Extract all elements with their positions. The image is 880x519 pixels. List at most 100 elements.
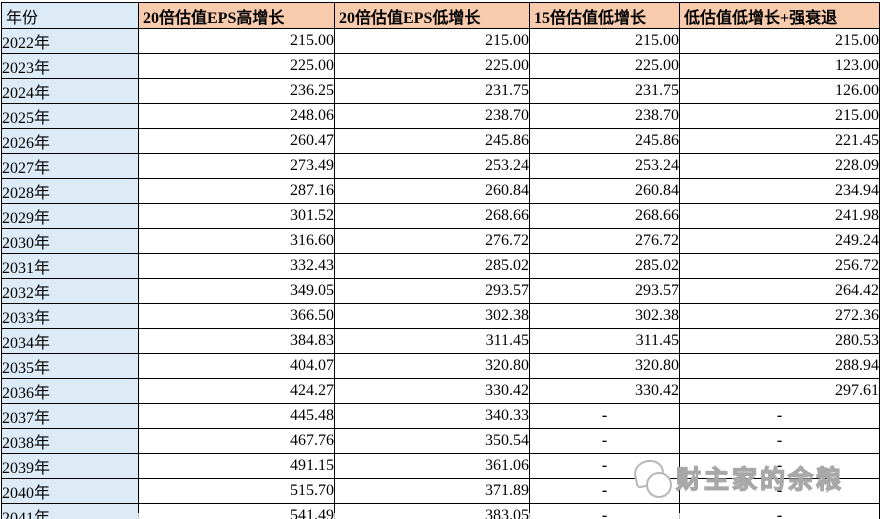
- value-cell[interactable]: 276.72: [529, 228, 680, 254]
- value-cell[interactable]: -: [529, 503, 680, 519]
- year-cell[interactable]: 2034年: [1, 328, 139, 354]
- value-cell[interactable]: 272.36: [679, 303, 880, 329]
- value-cell[interactable]: 234.94: [679, 178, 880, 204]
- value-cell[interactable]: 236.25: [138, 78, 335, 104]
- value-cell[interactable]: 371.89: [334, 478, 530, 504]
- year-cell[interactable]: 2031年: [1, 253, 139, 279]
- value-cell[interactable]: 541.49: [138, 503, 335, 519]
- year-cell[interactable]: 2032年: [1, 278, 139, 304]
- year-cell[interactable]: 2041年: [1, 503, 139, 519]
- value-cell[interactable]: 301.52: [138, 203, 335, 229]
- value-cell[interactable]: 241.98: [679, 203, 880, 229]
- value-cell[interactable]: 268.66: [529, 203, 680, 229]
- value-cell[interactable]: 293.57: [334, 278, 530, 304]
- value-cell[interactable]: 273.49: [138, 153, 335, 179]
- value-cell[interactable]: 287.16: [138, 178, 335, 204]
- value-cell[interactable]: 228.09: [679, 153, 880, 179]
- year-cell[interactable]: 2038年: [1, 428, 139, 454]
- value-cell[interactable]: 260.84: [529, 178, 680, 204]
- value-cell[interactable]: 215.00: [334, 28, 530, 54]
- value-cell[interactable]: 285.02: [529, 253, 680, 279]
- year-cell[interactable]: 2027年: [1, 153, 139, 179]
- value-cell[interactable]: 361.06: [334, 453, 530, 479]
- value-cell[interactable]: -: [679, 453, 880, 479]
- value-cell[interactable]: 253.24: [334, 153, 530, 179]
- value-cell[interactable]: 264.42: [679, 278, 880, 304]
- year-cell[interactable]: 2037年: [1, 403, 139, 429]
- value-cell[interactable]: 311.45: [334, 328, 530, 354]
- value-cell[interactable]: 231.75: [334, 78, 530, 104]
- value-cell[interactable]: 404.07: [138, 353, 335, 379]
- value-cell[interactable]: 311.45: [529, 328, 680, 354]
- column-header-low-valuation-recession[interactable]: 低估值低增长+强衰退: [679, 2, 880, 29]
- value-cell[interactable]: 445.48: [138, 403, 335, 429]
- value-cell[interactable]: 491.15: [138, 453, 335, 479]
- column-header-year[interactable]: 年份: [1, 2, 139, 29]
- year-cell[interactable]: 2022年: [1, 28, 139, 54]
- value-cell[interactable]: 249.24: [679, 228, 880, 254]
- value-cell[interactable]: -: [529, 403, 680, 429]
- value-cell[interactable]: 231.75: [529, 78, 680, 104]
- value-cell[interactable]: 297.61: [679, 378, 880, 404]
- value-cell[interactable]: -: [679, 403, 880, 429]
- value-cell[interactable]: 288.94: [679, 353, 880, 379]
- year-cell[interactable]: 2026年: [1, 128, 139, 154]
- value-cell[interactable]: 245.86: [334, 128, 530, 154]
- value-cell[interactable]: 225.00: [334, 53, 530, 79]
- value-cell[interactable]: 349.05: [138, 278, 335, 304]
- value-cell[interactable]: 126.00: [679, 78, 880, 104]
- value-cell[interactable]: 238.70: [334, 103, 530, 129]
- year-cell[interactable]: 2024年: [1, 78, 139, 104]
- value-cell[interactable]: 280.53: [679, 328, 880, 354]
- value-cell[interactable]: 215.00: [529, 28, 680, 54]
- value-cell[interactable]: 320.80: [529, 353, 680, 379]
- value-cell[interactable]: 467.76: [138, 428, 335, 454]
- value-cell[interactable]: 293.57: [529, 278, 680, 304]
- year-cell[interactable]: 2023年: [1, 53, 139, 79]
- value-cell[interactable]: 316.60: [138, 228, 335, 254]
- value-cell[interactable]: 302.38: [529, 303, 680, 329]
- value-cell[interactable]: 340.33: [334, 403, 530, 429]
- value-cell[interactable]: -: [679, 503, 880, 519]
- value-cell[interactable]: -: [529, 428, 680, 454]
- year-cell[interactable]: 2036年: [1, 378, 139, 404]
- value-cell[interactable]: 276.72: [334, 228, 530, 254]
- value-cell[interactable]: -: [529, 478, 680, 504]
- year-cell[interactable]: 2033年: [1, 303, 139, 329]
- value-cell[interactable]: -: [679, 478, 880, 504]
- column-header-20x-eps-high-growth[interactable]: 20倍估值EPS高增长: [138, 2, 335, 29]
- value-cell[interactable]: 330.42: [334, 378, 530, 404]
- value-cell[interactable]: 424.27: [138, 378, 335, 404]
- year-cell[interactable]: 2025年: [1, 103, 139, 129]
- value-cell[interactable]: 302.38: [334, 303, 530, 329]
- year-cell[interactable]: 2040年: [1, 478, 139, 504]
- value-cell[interactable]: 383.05: [334, 503, 530, 519]
- value-cell[interactable]: -: [679, 428, 880, 454]
- value-cell[interactable]: 215.00: [679, 103, 880, 129]
- value-cell[interactable]: 245.86: [529, 128, 680, 154]
- value-cell[interactable]: 238.70: [529, 103, 680, 129]
- value-cell[interactable]: 515.70: [138, 478, 335, 504]
- value-cell[interactable]: 366.50: [138, 303, 335, 329]
- year-cell[interactable]: 2039年: [1, 453, 139, 479]
- value-cell[interactable]: 253.24: [529, 153, 680, 179]
- year-cell[interactable]: 2035年: [1, 353, 139, 379]
- value-cell[interactable]: 225.00: [138, 53, 335, 79]
- year-cell[interactable]: 2030年: [1, 228, 139, 254]
- value-cell[interactable]: 285.02: [334, 253, 530, 279]
- year-cell[interactable]: 2029年: [1, 203, 139, 229]
- value-cell[interactable]: 123.00: [679, 53, 880, 79]
- value-cell[interactable]: 332.43: [138, 253, 335, 279]
- value-cell[interactable]: 215.00: [679, 28, 880, 54]
- column-header-20x-eps-low-growth[interactable]: 20倍估值EPS低增长: [334, 2, 530, 29]
- value-cell[interactable]: 384.83: [138, 328, 335, 354]
- value-cell[interactable]: -: [529, 453, 680, 479]
- value-cell[interactable]: 221.45: [679, 128, 880, 154]
- value-cell[interactable]: 225.00: [529, 53, 680, 79]
- value-cell[interactable]: 320.80: [334, 353, 530, 379]
- value-cell[interactable]: 260.47: [138, 128, 335, 154]
- value-cell[interactable]: 268.66: [334, 203, 530, 229]
- value-cell[interactable]: 256.72: [679, 253, 880, 279]
- year-cell[interactable]: 2028年: [1, 178, 139, 204]
- value-cell[interactable]: 248.06: [138, 103, 335, 129]
